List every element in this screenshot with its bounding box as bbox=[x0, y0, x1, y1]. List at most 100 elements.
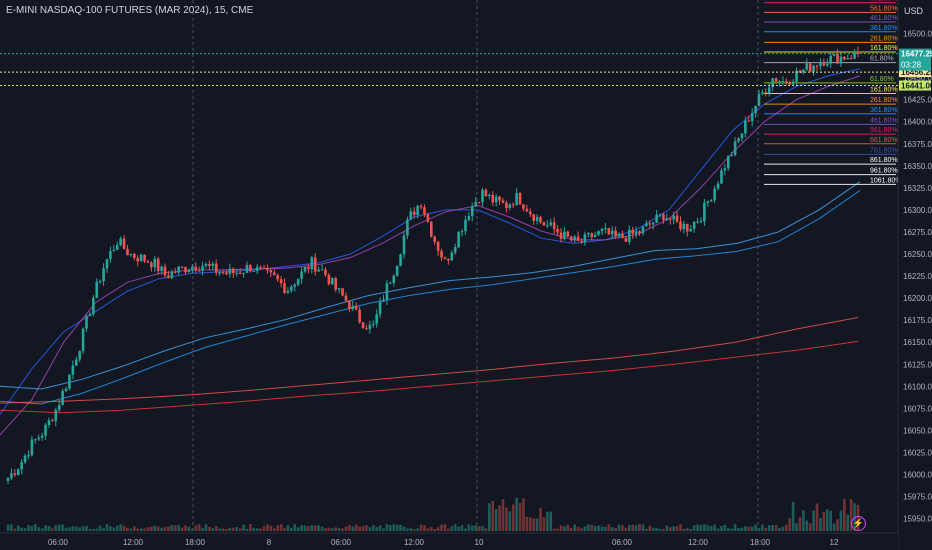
volume-bar bbox=[330, 528, 334, 531]
volume-bar bbox=[235, 527, 239, 531]
candle-body bbox=[115, 244, 119, 250]
candle-body bbox=[832, 53, 836, 56]
candle-body bbox=[549, 222, 553, 226]
price-tick-label: 16175.00 bbox=[903, 316, 932, 325]
session-separators bbox=[192, 0, 759, 531]
candle-body bbox=[54, 409, 58, 422]
volume-bar bbox=[290, 527, 293, 531]
volume-bar bbox=[259, 528, 262, 531]
volume-bar bbox=[365, 525, 368, 531]
volume-bar bbox=[296, 527, 300, 531]
candle-body bbox=[621, 233, 624, 238]
candle-body bbox=[40, 435, 44, 438]
volume-bars bbox=[6, 497, 860, 531]
volume-bar bbox=[464, 528, 467, 531]
volume-bar bbox=[64, 527, 68, 531]
candle-body bbox=[399, 254, 402, 266]
candle-body bbox=[474, 201, 477, 207]
volume-bar bbox=[74, 526, 78, 531]
volume-bar bbox=[737, 527, 740, 531]
candle-body bbox=[604, 228, 607, 230]
candle-body bbox=[412, 211, 416, 216]
candle-body bbox=[228, 268, 232, 275]
volume-bar bbox=[143, 528, 146, 531]
volume-bar bbox=[57, 524, 61, 531]
candle-body bbox=[303, 267, 307, 272]
candle-body bbox=[436, 241, 440, 251]
volume-bar bbox=[525, 516, 529, 531]
candle-body bbox=[440, 250, 443, 258]
volume-bar bbox=[539, 507, 542, 531]
volume-bar bbox=[51, 528, 54, 531]
volume-bar bbox=[406, 528, 409, 531]
candle-body bbox=[389, 282, 392, 284]
volume-bar bbox=[638, 524, 641, 531]
candle-body bbox=[286, 290, 290, 293]
fibonacci-levels: 661.80% 561.80% 461.80% 361.80% 261.80% 161.8… bbox=[764, 0, 902, 185]
volume-bar bbox=[361, 525, 365, 531]
volume-bar bbox=[651, 527, 655, 531]
volume-bar bbox=[641, 524, 645, 531]
volume-bar bbox=[208, 526, 211, 531]
candle-body bbox=[194, 266, 198, 271]
volume-bar bbox=[313, 525, 317, 531]
volume-bar bbox=[337, 528, 341, 531]
volume-bar bbox=[498, 505, 501, 531]
price-tick-label: 16425.00 bbox=[903, 96, 932, 105]
candle-body bbox=[740, 133, 744, 139]
candle-body bbox=[30, 439, 34, 456]
candle-body bbox=[232, 268, 235, 274]
candle-body bbox=[488, 194, 491, 197]
volume-bar bbox=[730, 528, 733, 531]
volume-bar bbox=[617, 524, 621, 531]
volume-bar bbox=[713, 524, 716, 531]
candle-body bbox=[450, 252, 454, 261]
volume-bar bbox=[522, 498, 525, 531]
candle-body bbox=[535, 217, 539, 221]
candle-body bbox=[74, 359, 78, 366]
candle-body bbox=[293, 284, 297, 287]
volume-bar bbox=[610, 527, 614, 531]
volume-bar bbox=[416, 528, 419, 531]
candle-body bbox=[805, 63, 809, 70]
fib-level-label: 861.80% bbox=[870, 157, 898, 164]
volume-bar bbox=[556, 528, 559, 531]
volume-bar bbox=[767, 525, 771, 531]
volume-bar bbox=[621, 525, 624, 531]
fib-level-label: 661.80% bbox=[870, 137, 898, 144]
time-axis-label: 06:00 bbox=[612, 538, 633, 547]
candle-body bbox=[658, 214, 662, 216]
candle-body bbox=[68, 374, 71, 389]
candle-body bbox=[501, 200, 505, 203]
candle-body bbox=[102, 268, 105, 282]
price-marker-tag bbox=[899, 80, 931, 91]
candle-body bbox=[416, 205, 419, 216]
candle-body bbox=[6, 478, 10, 481]
volume-bar bbox=[559, 525, 563, 531]
candle-body bbox=[856, 51, 860, 54]
candle-body bbox=[324, 269, 327, 275]
candle-body bbox=[105, 258, 109, 269]
candle-body bbox=[255, 266, 259, 271]
candle-body bbox=[368, 324, 372, 330]
candle-body bbox=[481, 189, 484, 202]
volume-bar bbox=[573, 524, 576, 531]
candle-body bbox=[334, 278, 338, 290]
candle-body bbox=[750, 112, 754, 122]
price-tick-label: 16000.00 bbox=[903, 471, 932, 480]
time-axis-label: 06:00 bbox=[48, 538, 69, 547]
candle-body bbox=[208, 263, 211, 266]
volume-bar bbox=[187, 526, 191, 531]
lightning-icon[interactable]: ⚡ bbox=[851, 516, 866, 531]
fib-level-label: 261.80% bbox=[870, 35, 898, 42]
candle-body bbox=[505, 202, 508, 208]
fib-level-label: 461.80% bbox=[870, 15, 898, 22]
candle-body bbox=[453, 247, 457, 253]
time-axis-label: 06:00 bbox=[331, 538, 352, 547]
moving-average-line bbox=[0, 340, 859, 414]
volume-bar bbox=[286, 525, 290, 531]
candle-body bbox=[419, 205, 423, 208]
candle-body bbox=[679, 221, 682, 230]
volume-bar bbox=[549, 511, 553, 531]
